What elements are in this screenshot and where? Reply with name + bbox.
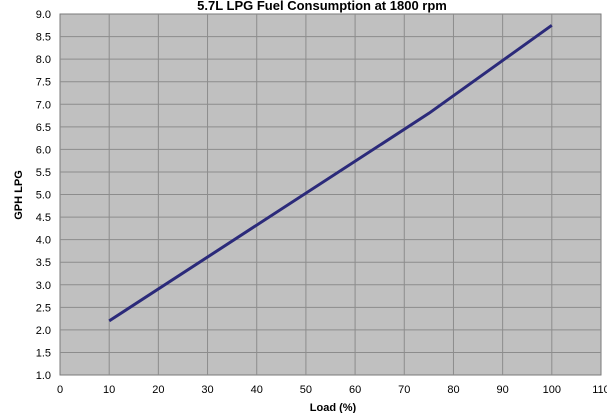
y-tick-label: 3.5 bbox=[36, 257, 51, 269]
x-axis-ticks: 0 10 20 30 40 50 60 70 80 90 100 110 bbox=[57, 384, 607, 396]
y-tick-label: 1.0 bbox=[36, 370, 51, 382]
x-tick-label: 40 bbox=[251, 384, 263, 396]
x-tick-label: 70 bbox=[398, 384, 410, 396]
y-tick-label: 9.0 bbox=[36, 9, 51, 21]
x-tick-label: 100 bbox=[543, 384, 561, 396]
x-tick-label: 10 bbox=[103, 384, 115, 396]
series-line bbox=[108, 24, 553, 323]
x-tick-label: 50 bbox=[300, 384, 312, 396]
y-tick-label: 3.0 bbox=[36, 280, 51, 292]
x-tick-label: 20 bbox=[152, 384, 164, 396]
x-tick-label: 0 bbox=[57, 384, 63, 396]
y-tick-label: 1.5 bbox=[36, 347, 51, 359]
x-tick-label: 60 bbox=[349, 384, 361, 396]
x-tick-label: 30 bbox=[201, 384, 213, 396]
y-tick-label: 6.5 bbox=[36, 122, 51, 134]
chart-title: 5.7L LPG Fuel Consumption at 1800 rpm bbox=[197, 0, 447, 13]
y-tick-label: 8.5 bbox=[36, 32, 51, 44]
x-tick-label: 110 bbox=[592, 384, 607, 396]
x-tick-label: 80 bbox=[447, 384, 459, 396]
x-tick-label: 90 bbox=[497, 384, 509, 396]
y-tick-label: 2.5 bbox=[36, 302, 51, 314]
y-tick-label: 8.0 bbox=[36, 54, 51, 66]
grid-lines bbox=[60, 14, 601, 375]
y-tick-label: 6.0 bbox=[36, 144, 51, 156]
y-tick-label: 4.5 bbox=[36, 212, 51, 224]
y-tick-label: 5.0 bbox=[36, 190, 51, 202]
y-axis-ticks: 1.0 1.5 2.0 2.5 3.0 3.5 4.0 4.5 5.0 5.5 6.0 6.5 7.0 7… bbox=[36, 9, 51, 382]
y-tick-label: 5.5 bbox=[36, 167, 51, 179]
y-tick-label: 7.0 bbox=[36, 99, 51, 111]
x-axis-label: Load (%) bbox=[310, 402, 357, 413]
y-tick-label: 2.0 bbox=[36, 325, 51, 337]
y-tick-label: 7.5 bbox=[36, 77, 51, 89]
y-axis-label: GPH LPG bbox=[13, 170, 25, 220]
y-tick-label: 4.0 bbox=[36, 235, 51, 247]
series-layer bbox=[108, 24, 553, 323]
